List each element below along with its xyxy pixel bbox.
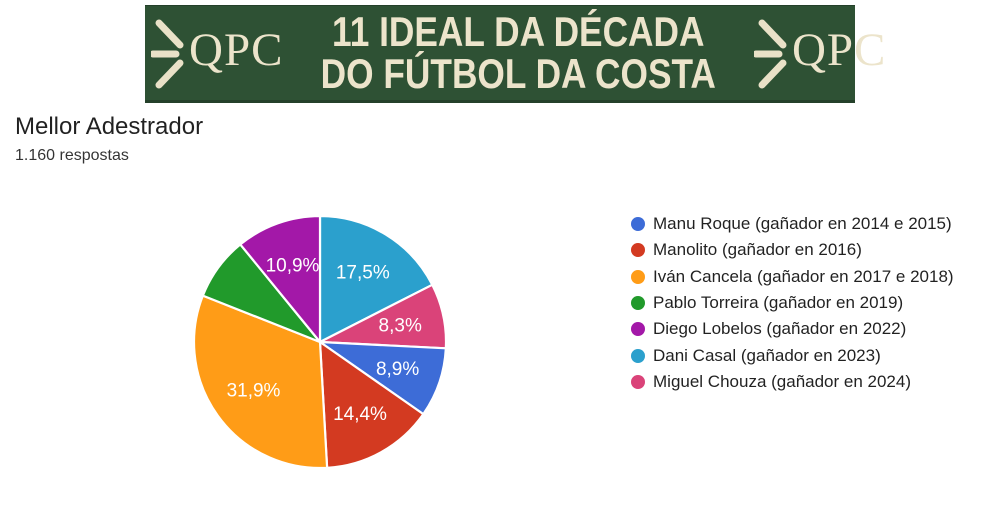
legend-item-3: Pablo Torreira (gañador en 2019) — [631, 290, 954, 316]
qpc-logo-right: QPC — [753, 14, 887, 92]
pie-slice-label-1: 8,3% — [379, 315, 422, 336]
qpc-logo-text: QPC — [791, 23, 887, 76]
rays-icon — [151, 19, 184, 89]
legend-label: Iván Cancela (gañador en 2017 e 2018) — [653, 266, 954, 286]
pie-slice-6[interactable] — [239, 214, 322, 344]
pie-chart: 17,5% 8,3% 8,9% 14,4% 31,9% 10,9% — [189, 211, 451, 473]
pie-slice-0[interactable] — [318, 214, 434, 344]
legend-color-dot — [631, 296, 645, 311]
page-title: Mellor Adestrador — [15, 113, 204, 140]
pie-slice-label-3: 14,4% — [333, 404, 387, 425]
pie-slice-label-2: 8,9% — [376, 359, 419, 380]
legend-color-dot — [631, 217, 645, 232]
legend-color-dot — [631, 348, 645, 363]
pie-slice-3[interactable] — [318, 340, 425, 469]
legend-color-dot — [631, 374, 645, 389]
pie-slice-label-4: 31,9% — [227, 381, 281, 402]
legend-label: Manu Roque (gañador en 2014 e 2015) — [653, 214, 952, 234]
rays-icon — [753, 19, 787, 89]
legend-label: Dani Casal (gañador en 2023) — [653, 345, 881, 365]
banner: QPC 11 IDEAL DA DÉCADA DO FÚTBOL DA COST… — [145, 5, 885, 103]
pie-slice-label-6: 10,9% — [266, 255, 320, 276]
legend-color-dot — [631, 243, 645, 258]
banner-title: 11 IDEAL DA DÉCADA DO FÚTBOL DA COSTA — [321, 11, 716, 95]
qpc-logo-text: QPC — [189, 23, 284, 76]
legend-label: Miguel Chouza (gañador en 2024) — [653, 371, 912, 391]
legend-item-2: Iván Cancela (gañador en 2017 e 2018) — [631, 264, 954, 290]
legend-color-dot — [631, 322, 645, 337]
legend-item-5: Dani Casal (gañador en 2023) — [631, 342, 954, 368]
legend-item-6: Miguel Chouza (gañador en 2024) — [631, 369, 954, 395]
response-count: 1.160 respostas — [15, 147, 129, 164]
qpc-logo-left: QPC — [151, 14, 283, 92]
legend-item-1: Manolito (gañador en 2016) — [631, 237, 954, 263]
legend-color-dot — [631, 269, 645, 284]
pie-slice-label-0: 17,5% — [336, 263, 390, 284]
banner-title-line2: DO FÚTBOL DA COSTA — [321, 50, 717, 97]
legend-label: Manolito (gañador en 2016) — [653, 240, 862, 260]
legend-item-4: Diego Lobelos (gañador en 2022) — [631, 316, 954, 342]
pie-slice-4[interactable] — [192, 294, 329, 470]
legend-label: Pablo Torreira (gañador en 2019) — [653, 293, 904, 313]
chart-legend: Manu Roque (gañador en 2014 e 2015) Manol… — [631, 211, 954, 395]
legend-item-0: Manu Roque (gañador en 2014 e 2015) — [631, 211, 954, 237]
banner-title-line1: 11 IDEAL DA DÉCADA — [332, 8, 705, 55]
legend-label: Diego Lobelos (gañador en 2022) — [653, 319, 907, 339]
